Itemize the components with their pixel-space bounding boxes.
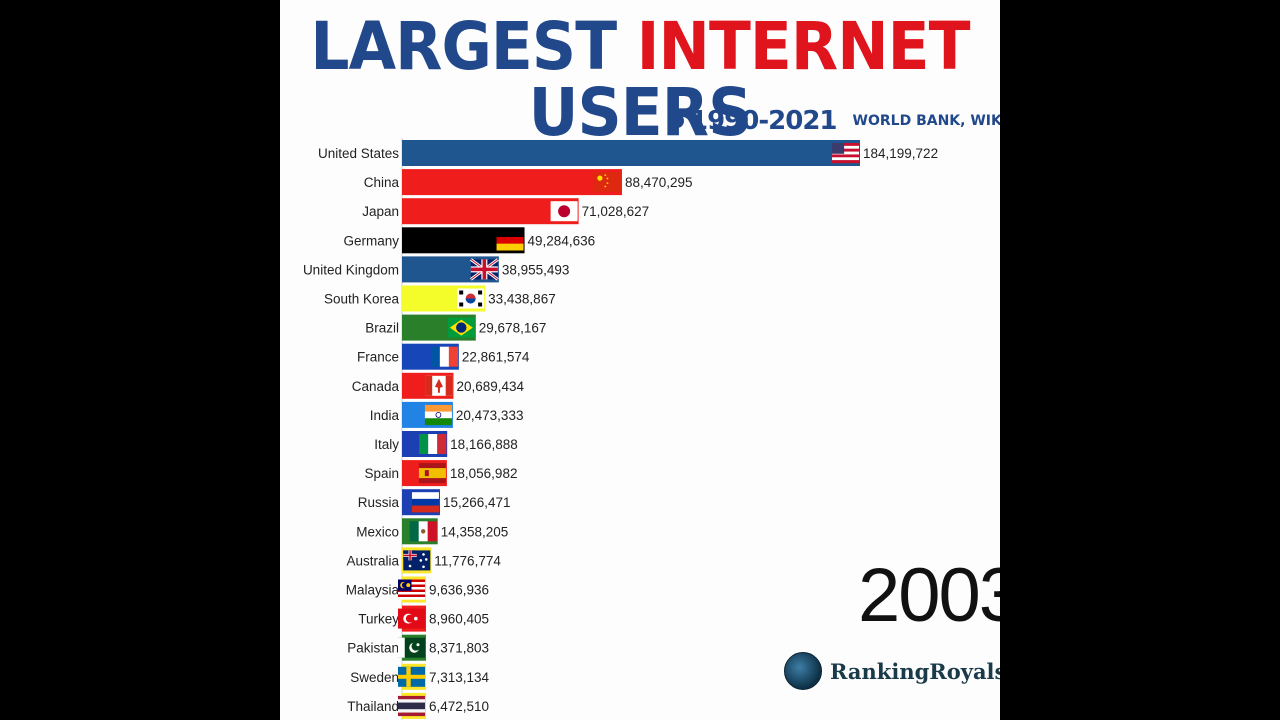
flag-us-icon xyxy=(832,143,859,164)
value-label: 22,861,574 xyxy=(462,350,530,365)
value-label: 38,955,493 xyxy=(502,262,570,277)
category-label: Malaysia xyxy=(346,583,400,598)
category-label: India xyxy=(370,408,400,423)
flag-br-icon xyxy=(447,317,475,338)
category-label: Brazil xyxy=(365,321,399,336)
category-label: Turkey xyxy=(358,612,399,627)
flag-pk-icon xyxy=(398,637,425,658)
flag-jp-icon xyxy=(550,201,578,222)
subtitle-years: 1990-2021 xyxy=(690,106,838,136)
category-label: South Korea xyxy=(324,292,400,307)
flag-my-icon xyxy=(398,579,425,600)
brand-logo-icon xyxy=(784,652,822,690)
bar xyxy=(402,198,579,225)
category-label: China xyxy=(364,175,400,190)
category-label: Canada xyxy=(352,379,400,394)
title-word-internet: INTERNET xyxy=(636,8,971,85)
flag-tr-icon xyxy=(398,608,425,629)
value-label: 29,678,167 xyxy=(479,321,547,336)
bar xyxy=(402,140,860,166)
brand-watermark: RankingRoyals xyxy=(784,652,1000,690)
title-word-largest: LARGEST xyxy=(310,8,617,85)
bar xyxy=(402,169,622,196)
category-label: United States xyxy=(318,146,399,161)
flag-in-icon xyxy=(424,404,452,426)
category-label: Mexico xyxy=(356,524,399,539)
bar-chart: United States 184,199,722 China 88,470,295 J… xyxy=(303,138,938,720)
value-label: 15,266,471 xyxy=(443,495,511,510)
value-label: 184,199,722 xyxy=(863,146,938,161)
category-label: Pakistan xyxy=(347,641,399,656)
flag-cn-icon xyxy=(593,172,621,193)
category-label: Germany xyxy=(343,233,399,248)
category-label: United Kingdom xyxy=(303,262,399,277)
flag-de-icon xyxy=(496,230,524,251)
category-label: Australia xyxy=(346,553,399,568)
value-label: 33,438,867 xyxy=(488,292,556,307)
value-label: 71,028,627 xyxy=(582,204,650,219)
value-label: 8,960,405 xyxy=(429,612,489,627)
chart-subtitle: 1990-2021 WORLD BANK, WIKIPEDIA xyxy=(670,106,1000,136)
flag-it-icon xyxy=(419,434,447,454)
category-label: Thailand xyxy=(347,699,399,714)
flag-se-icon xyxy=(398,666,425,687)
flag-kr-icon xyxy=(457,288,485,309)
title-word-users: USERS xyxy=(528,74,753,151)
flag-es-icon xyxy=(418,463,446,484)
category-label: Italy xyxy=(374,437,399,452)
category-label: Sweden xyxy=(350,670,399,685)
flag-fr-icon xyxy=(430,346,459,367)
brand-name: RankingRoyals xyxy=(830,658,1000,684)
current-year: 2003 xyxy=(858,553,1000,638)
value-label: 18,056,982 xyxy=(450,466,518,481)
category-label: Japan xyxy=(362,204,399,219)
category-label: France xyxy=(357,350,399,365)
chart-panel: LARGEST INTERNET USERS 1990-2021 WORLD B… xyxy=(280,0,1000,720)
value-label: 6,472,510 xyxy=(429,699,489,714)
value-label: 7,313,134 xyxy=(429,670,490,685)
value-label: 11,776,774 xyxy=(434,553,501,568)
chart-title: LARGEST INTERNET USERS xyxy=(305,14,975,146)
value-label: 18,166,888 xyxy=(450,437,518,452)
flag-mx-icon xyxy=(409,521,437,542)
value-label: 8,371,803 xyxy=(429,641,489,656)
value-label: 14,358,205 xyxy=(441,524,509,539)
subtitle-source: WORLD BANK, WIKIPEDIA xyxy=(852,113,1000,129)
value-label: 20,689,434 xyxy=(456,379,524,394)
flag-gb-icon xyxy=(469,258,499,281)
flag-ru-icon xyxy=(411,492,439,513)
category-label: Spain xyxy=(364,466,399,481)
category-label: Russia xyxy=(358,495,400,510)
flag-th-icon xyxy=(398,695,425,717)
bullet-dot-icon xyxy=(670,114,684,128)
value-label: 9,636,936 xyxy=(429,583,489,598)
value-label: 49,284,636 xyxy=(528,233,596,248)
flag-ca-icon xyxy=(425,375,453,396)
value-label: 88,470,295 xyxy=(625,175,693,190)
value-label: 20,473,333 xyxy=(456,408,524,423)
flag-au-icon xyxy=(403,550,431,571)
